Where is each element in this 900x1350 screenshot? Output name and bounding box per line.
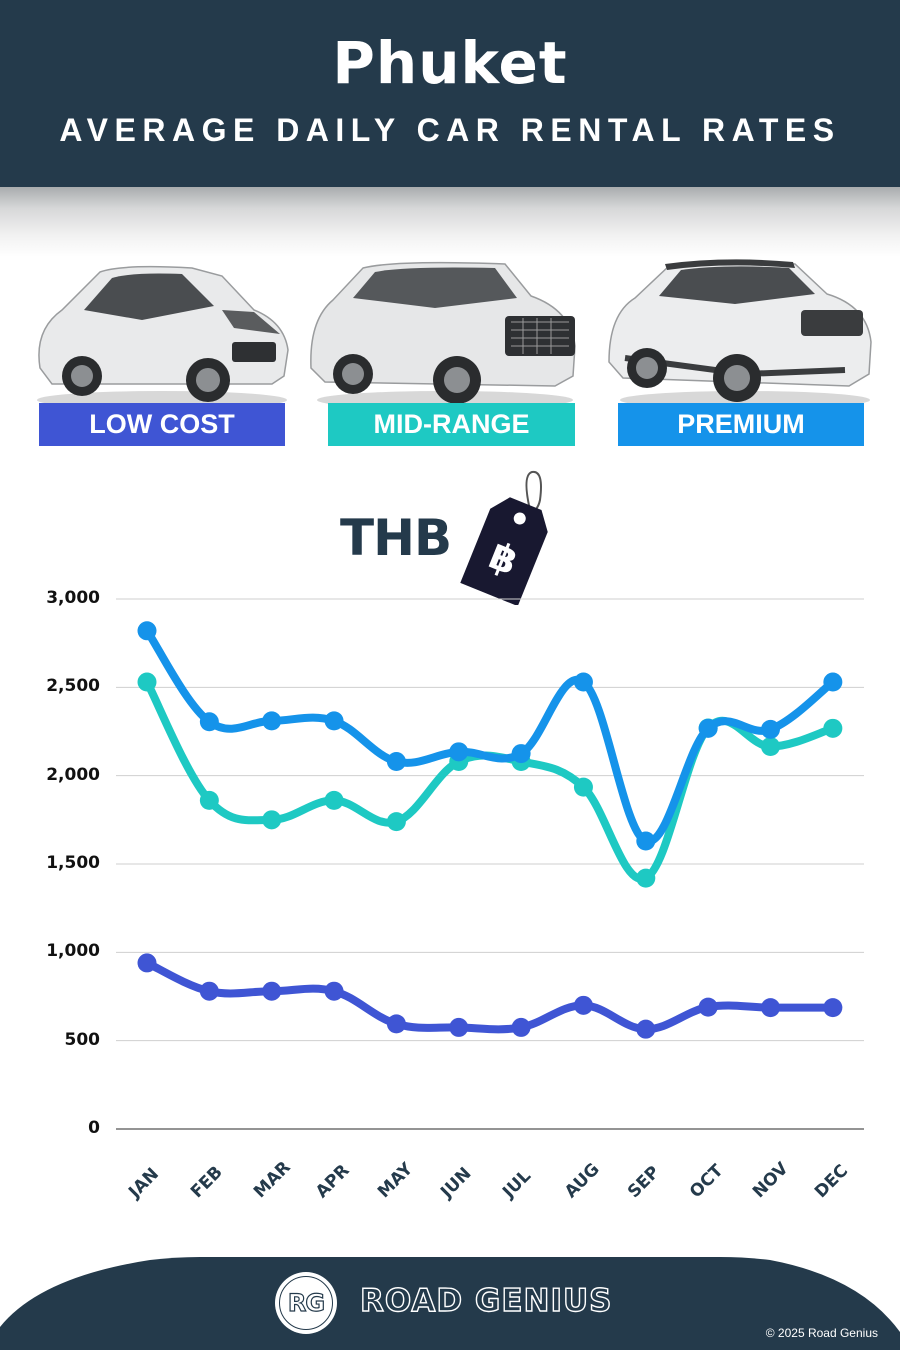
series-line (143, 678, 837, 883)
y-tick-label: 1,000 (46, 941, 100, 962)
series-line (143, 626, 837, 846)
series-mid-range (137, 672, 843, 888)
data-point (761, 737, 780, 757)
data-point (386, 1014, 406, 1034)
page-subtitle: AVERAGE DAILY CAR RENTAL RATES (59, 112, 841, 148)
data-point (137, 953, 157, 973)
y-tick-label: 500 (64, 1029, 101, 1050)
y-tick-label: 2,000 (46, 764, 100, 785)
y-tick-label: 2,500 (46, 676, 100, 697)
data-point (137, 672, 157, 692)
data-point (761, 998, 780, 1018)
data-point (199, 712, 219, 732)
series-low-cost (137, 953, 843, 1039)
data-point (262, 711, 282, 731)
data-point (449, 742, 469, 762)
data-point (698, 718, 718, 738)
data-point (199, 790, 219, 810)
chart-plot-area (116, 598, 864, 1130)
data-point (573, 995, 593, 1015)
category-badge-premium: PREMIUM (618, 403, 864, 446)
data-point (449, 1017, 469, 1037)
data-point (573, 777, 593, 797)
data-point (324, 981, 344, 1001)
data-point (698, 997, 718, 1017)
data-point (636, 831, 656, 851)
data-point (386, 812, 406, 832)
data-point (823, 718, 843, 738)
series-premium (137, 621, 843, 851)
data-point (636, 1019, 656, 1039)
data-point (636, 868, 656, 888)
suv-car-icon (305, 250, 580, 410)
data-point (137, 621, 157, 641)
brand-name: ROAD GENIUS (359, 1282, 613, 1319)
currency-label: THB (340, 509, 452, 567)
data-point (324, 711, 344, 731)
category-badge-mid-range: MID-RANGE (328, 403, 575, 446)
logo-monogram: RG (279, 1276, 333, 1330)
footer-banner (0, 1257, 900, 1350)
luxury-suv-car-icon (605, 250, 875, 410)
page-title: Phuket (332, 29, 568, 97)
y-tick-label: 1,500 (46, 853, 100, 873)
copyright-text: © 2025 Road Genius (765, 1326, 878, 1340)
road-genius-logo: RG (275, 1272, 337, 1334)
data-point (262, 981, 282, 1001)
data-point (823, 672, 843, 692)
series-line (143, 958, 837, 1034)
y-tick-label: 3,000 (46, 588, 100, 608)
category-badge-low-cost: LOW COST (39, 403, 285, 446)
data-point (199, 981, 219, 1001)
data-point (511, 744, 531, 764)
header-shadow (0, 187, 900, 257)
data-point (823, 998, 843, 1018)
hatchback-car-icon (22, 250, 290, 410)
data-point (262, 810, 282, 830)
baht-price-tag-icon: ฿ (452, 470, 552, 607)
data-point (324, 790, 344, 810)
data-point (573, 672, 593, 692)
header-banner: Phuket AVERAGE DAILY CAR RENTAL RATES (0, 0, 900, 187)
y-tick-label: 0 (88, 1118, 100, 1138)
rental-rate-line-chart: 0 500 1,000 1,500 2,000 2,500 3,000 JAN FEB MAR A… (0, 580, 900, 1220)
data-point (386, 752, 406, 772)
data-point (511, 1017, 531, 1037)
data-point (761, 719, 780, 739)
